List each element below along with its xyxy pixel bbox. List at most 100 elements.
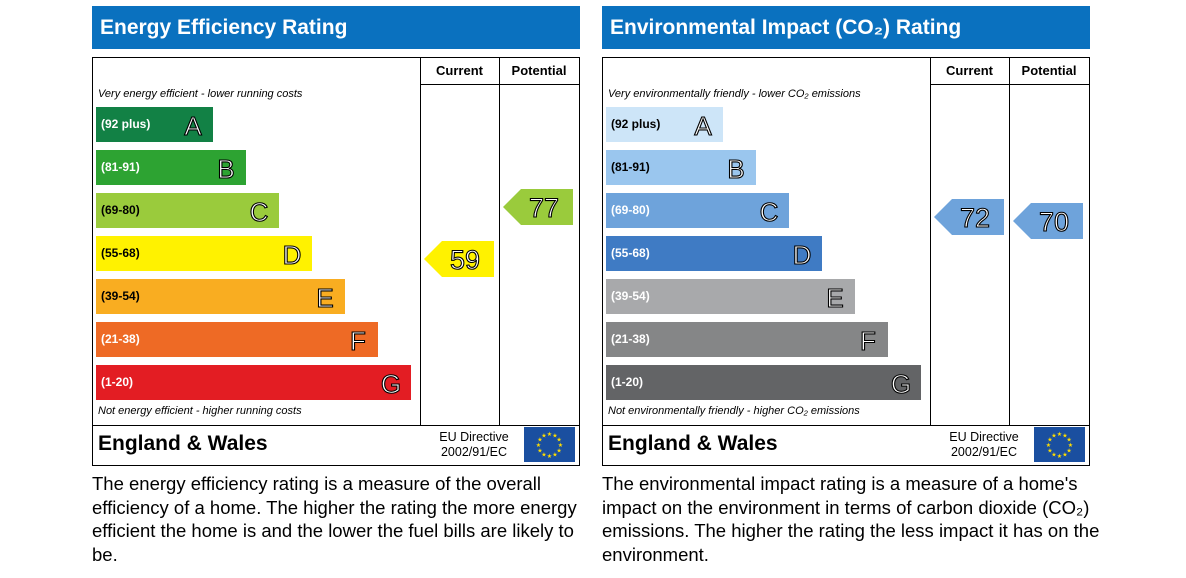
band-range: (81-91) <box>101 160 140 174</box>
divider <box>930 84 1089 85</box>
flag-star: ★ <box>547 431 552 438</box>
eu-directive-label: EU Directive 2002/91/EC <box>428 430 520 460</box>
directive-line: 2002/91/EC <box>440 445 508 459</box>
bottom-note: Not environmentally friendly - higher CO… <box>608 405 860 417</box>
band-letter: C <box>249 196 269 225</box>
directive-line: EU Directive <box>949 430 1019 444</box>
flag-star: ★ <box>1047 448 1052 455</box>
column-potential-header: Potential <box>1021 63 1077 78</box>
current-arrow-shape <box>934 199 1004 235</box>
current-rating-arrow: 59 <box>424 241 494 278</box>
band-range: (1-20) <box>101 375 134 389</box>
svg-text:F: F <box>350 326 366 354</box>
band-range: (55-68) <box>101 246 140 260</box>
eu-flag-icon: ★ ★★★★★★★★★★★ <box>524 427 575 462</box>
band-range: (21-38) <box>101 332 140 346</box>
band-range: (21-38) <box>611 332 650 346</box>
band-e: (39-54) E <box>606 279 855 314</box>
chart-title: Energy Efficiency Rating <box>92 6 580 49</box>
svg-text:G: G <box>891 369 911 397</box>
flag-star: ★ <box>1062 432 1067 439</box>
rating-box: Current Potential Very environmentally f… <box>602 57 1090 466</box>
band-range: (1-20) <box>611 375 644 389</box>
directive-line: 2002/91/EC <box>950 445 1018 459</box>
svg-text:D: D <box>283 240 302 268</box>
band-range: (92 plus) <box>101 117 151 131</box>
current-arrow-shape <box>424 241 494 278</box>
band-b: (81-91) B <box>96 150 246 185</box>
flag-star: ★ <box>552 432 557 439</box>
flag-star: ★ <box>537 448 542 455</box>
band-letter: F <box>860 325 877 354</box>
band-f: (21-38) F <box>96 322 378 357</box>
band-letter: G <box>380 368 401 397</box>
flag-star: ★ <box>556 437 561 444</box>
band-range: (55-68) <box>611 246 650 260</box>
band-letter: D <box>792 239 812 268</box>
svg-text:F: F <box>860 326 876 354</box>
band-letter: D <box>282 239 302 268</box>
top-note: Very environmentally friendly - lower CO… <box>608 88 861 100</box>
divider <box>420 84 579 85</box>
flag-star: ★ <box>1051 452 1056 459</box>
divider <box>93 425 579 426</box>
flag-star: ★ <box>558 442 563 449</box>
band-f: (21-38) F <box>606 322 888 357</box>
band-range: (81-91) <box>611 160 650 174</box>
flag-star: ★ <box>541 432 546 439</box>
flag-star: ★ <box>1062 452 1067 459</box>
region-label: England & Wales <box>98 432 268 455</box>
current-rating-arrow: 72 <box>934 199 1004 235</box>
svg-text:A: A <box>694 111 712 139</box>
band-range: (39-54) <box>101 289 140 303</box>
description-text: The energy efficiency rating is a measur… <box>92 473 577 565</box>
flag-star: ★ <box>1057 453 1062 460</box>
bottom-note: Not energy efficient - higher running co… <box>98 405 302 417</box>
current-rating-value: 59 <box>450 245 480 275</box>
svg-text:C: C <box>250 197 269 225</box>
band-letter: E <box>316 282 334 311</box>
band-d: (55-68) D <box>96 236 312 271</box>
svg-text:E: E <box>316 283 333 311</box>
svg-text:D: D <box>793 240 812 268</box>
flag-star: ★ <box>541 452 546 459</box>
band-g: (1-20) G <box>606 365 921 400</box>
flag-star: ★ <box>536 442 541 449</box>
potential-rating-value: 70 <box>1039 207 1069 237</box>
divider <box>420 58 421 425</box>
band-letter: B <box>727 153 745 182</box>
svg-text:A: A <box>184 111 202 139</box>
band-b: (81-91) B <box>606 150 756 185</box>
rating-box: Current Potential Very energy efficient … <box>92 57 580 466</box>
column-current-header: Current <box>946 63 993 78</box>
current-rating-value: 72 <box>960 203 990 233</box>
band-c: (69-80) C <box>606 193 789 228</box>
band-e: (39-54) E <box>96 279 345 314</box>
band-letter: C <box>759 196 779 225</box>
column-current-header: Current <box>436 63 483 78</box>
flag-field <box>524 427 575 462</box>
svg-text:G: G <box>381 369 401 397</box>
band-g: (1-20) G <box>96 365 411 400</box>
environmental-impact-panel: Environmental Impact (CO₂) Rating Curren… <box>602 6 1090 466</box>
divider <box>930 58 931 425</box>
svg-text:B: B <box>217 154 234 182</box>
column-potential-header: Potential <box>511 63 567 78</box>
directive-line: EU Directive <box>439 430 509 444</box>
band-range: (39-54) <box>611 289 650 303</box>
energy-efficiency-panel: Energy Efficiency Rating Current Potenti… <box>92 6 580 466</box>
flag-star: ★ <box>1051 432 1056 439</box>
potential-rating-arrow: 77 <box>503 189 573 225</box>
band-letter: A <box>184 110 203 139</box>
eu-directive-label: EU Directive 2002/91/EC <box>938 430 1030 460</box>
band-letter: B <box>217 153 235 182</box>
band-letter: A <box>694 110 713 139</box>
divider <box>499 58 500 425</box>
potential-arrow-shape <box>503 189 573 225</box>
band-letter: E <box>826 282 844 311</box>
flag-star: ★ <box>537 437 542 444</box>
band-letter: F <box>350 325 367 354</box>
band-letter: G <box>890 368 911 397</box>
flag-star: ★ <box>1066 448 1071 455</box>
flag-star: ★ <box>547 453 552 460</box>
